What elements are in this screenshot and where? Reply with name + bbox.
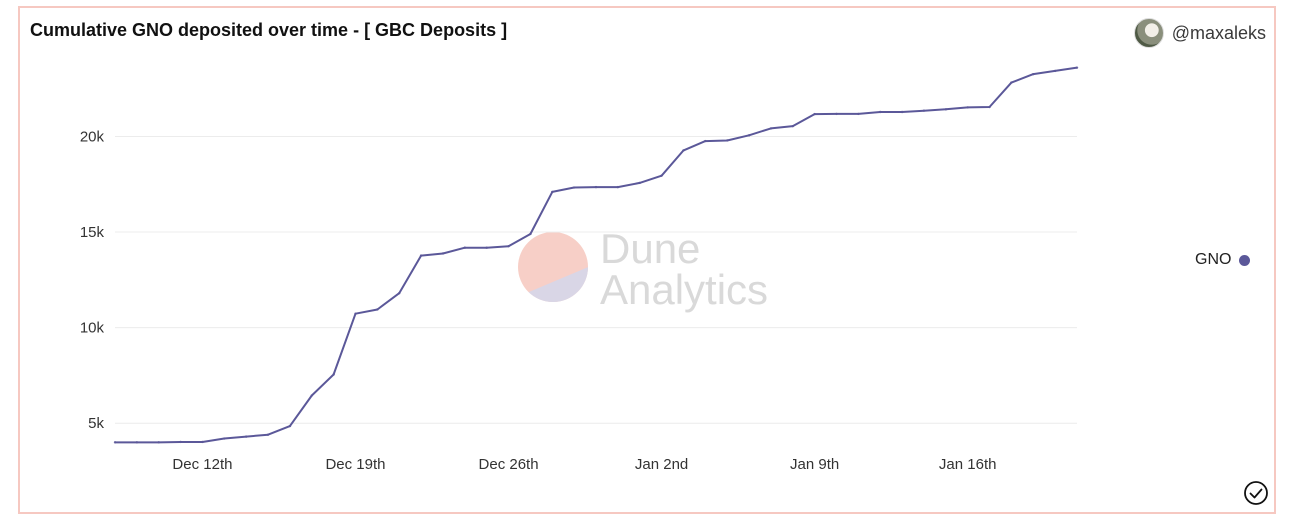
data-point[interactable] <box>376 308 379 311</box>
data-point[interactable] <box>857 112 860 116</box>
data-point[interactable] <box>419 254 423 257</box>
data-point[interactable] <box>398 292 401 295</box>
data-point[interactable] <box>266 433 270 436</box>
data-point[interactable] <box>725 139 729 142</box>
x-tick-label: Dec 26th <box>479 456 539 473</box>
data-point[interactable] <box>551 190 554 194</box>
data-point[interactable] <box>682 149 685 152</box>
data-point[interactable] <box>944 108 948 111</box>
legend[interactable]: GNO <box>1195 251 1251 269</box>
x-tick-label: Dec 12th <box>172 456 232 473</box>
data-point[interactable] <box>922 109 926 112</box>
x-axis: Dec 12th Dec 19th Dec 26th Jan 2nd Jan 9th Ja… <box>172 456 996 473</box>
x-tick-label: Dec 19th <box>325 456 385 473</box>
x-tick-label: Jan 2nd <box>635 456 688 473</box>
data-point[interactable] <box>835 112 838 116</box>
data-point[interactable] <box>813 112 816 116</box>
data-point[interactable] <box>769 127 773 130</box>
series-gno <box>113 66 1079 444</box>
data-point[interactable] <box>441 252 445 255</box>
author[interactable]: @maxaleks <box>1133 18 1266 48</box>
data-point[interactable] <box>660 174 663 177</box>
author-name[interactable]: @maxaleks <box>1171 22 1266 43</box>
data-point[interactable] <box>988 105 991 109</box>
data-point[interactable] <box>791 124 794 128</box>
data-point[interactable] <box>594 185 598 189</box>
gridlines <box>115 135 1077 424</box>
data-point[interactable] <box>879 110 882 114</box>
data-point[interactable] <box>1032 72 1035 76</box>
y-tick-label: 20k <box>80 128 105 145</box>
data-point[interactable] <box>747 134 751 137</box>
legend-label-gno[interactable]: GNO <box>1195 251 1232 268</box>
y-tick-label: 15k <box>80 224 105 241</box>
y-axis: 5k 10k 15k 20k <box>80 128 105 432</box>
y-tick-label: 5k <box>88 415 104 432</box>
data-point[interactable] <box>638 181 641 185</box>
x-tick-label: Jan 9th <box>790 456 839 473</box>
x-tick-label: Jan 16th <box>939 456 997 473</box>
data-point[interactable] <box>1010 81 1013 84</box>
data-point[interactable] <box>179 440 182 444</box>
legend-dot-icon[interactable] <box>1239 254 1251 266</box>
data-point[interactable] <box>244 435 248 438</box>
data-point[interactable] <box>201 440 204 444</box>
data-point[interactable] <box>354 312 357 315</box>
dune-analytics-watermark: Dune Analytics <box>518 225 768 313</box>
data-point[interactable] <box>966 106 969 109</box>
data-point[interactable] <box>616 185 620 189</box>
data-point[interactable] <box>463 246 467 249</box>
chart-title: Cumulative GNO deposited over time - [ G… <box>30 20 508 40</box>
watermark-line2: Analytics <box>600 266 768 313</box>
data-point[interactable] <box>900 110 904 114</box>
data-point[interactable] <box>332 373 335 376</box>
data-point[interactable] <box>1075 66 1079 69</box>
series-line-gno[interactable] <box>115 66 1078 444</box>
y-tick-label: 10k <box>80 320 105 337</box>
data-point[interactable] <box>157 441 160 444</box>
data-point[interactable] <box>704 139 707 143</box>
data-point[interactable] <box>135 441 139 444</box>
data-point[interactable] <box>288 424 292 428</box>
data-point[interactable] <box>572 186 576 189</box>
data-point[interactable] <box>223 437 226 440</box>
data-point[interactable] <box>507 245 510 248</box>
data-point[interactable] <box>1053 69 1057 73</box>
avatar[interactable] <box>1133 18 1164 48</box>
watermark-line1: Dune <box>600 225 700 272</box>
chart-card <box>18 6 1276 514</box>
data-point[interactable] <box>310 394 313 397</box>
data-point[interactable] <box>485 246 488 249</box>
data-point[interactable] <box>529 232 532 236</box>
check-circle-icon[interactable] <box>1243 480 1269 506</box>
data-point[interactable] <box>113 441 117 444</box>
